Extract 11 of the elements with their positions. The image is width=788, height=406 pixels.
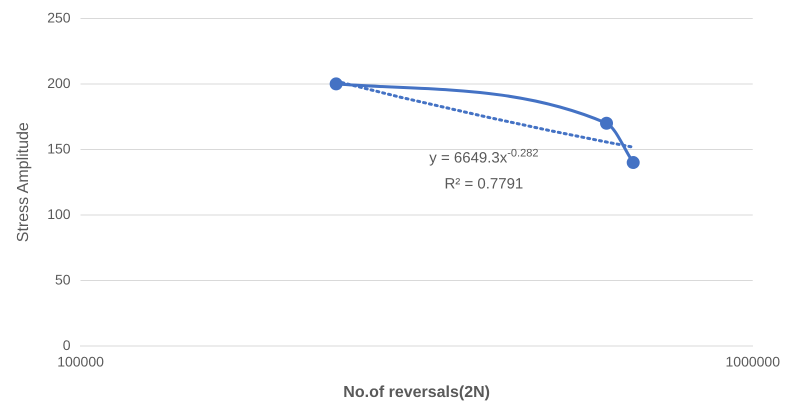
y-axis-title: Stress Amplitude bbox=[15, 122, 32, 242]
y-tick-label: 150 bbox=[47, 140, 71, 156]
x-axis-title: No.of reversals(2N) bbox=[343, 384, 490, 401]
y-tick-label: 50 bbox=[54, 271, 71, 288]
y-tick-label: 0 bbox=[62, 336, 71, 353]
x-tick-label: 100000 bbox=[57, 353, 104, 370]
annotation: R² = 0.7791 bbox=[444, 176, 524, 193]
x-tick-label: 1000000 bbox=[725, 353, 780, 370]
y-tick-label: 250 bbox=[47, 9, 71, 26]
y-tick-label: 200 bbox=[47, 74, 71, 91]
y-tick-label: 100 bbox=[47, 206, 71, 222]
